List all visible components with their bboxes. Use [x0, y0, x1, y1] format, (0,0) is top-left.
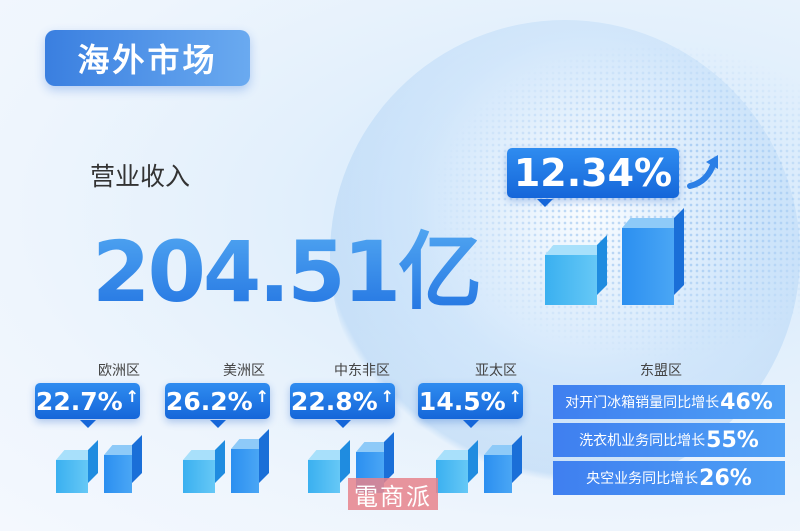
- bar-cube: [56, 440, 98, 493]
- stat-text: 洗衣机业务同比增长: [579, 433, 706, 449]
- trend-up-arrow-icon: [687, 155, 718, 189]
- watermark-logo: 電商派: [348, 478, 438, 511]
- arrow-up-icon: ↑: [380, 387, 395, 406]
- asean-stat-row: 洗衣机业务同比增长 55%: [553, 423, 785, 457]
- bar-cube: [308, 440, 350, 493]
- page-title: 海外市场: [45, 30, 250, 86]
- bar-cube-previous: [545, 235, 607, 305]
- region-growth-badge-europe: 22.7% ↑: [35, 383, 140, 428]
- region-label-europe: 欧洲区: [98, 363, 140, 379]
- bar-cube: [484, 435, 522, 493]
- region-growth-badge-apac: 14.5% ↑: [418, 383, 523, 428]
- region-label-apac: 亚太区: [475, 363, 517, 379]
- stat-value: 26%: [699, 465, 752, 491]
- stat-text: 对开门冰箱销量同比增长: [565, 395, 720, 411]
- growth-value: 22.7%: [35, 386, 123, 416]
- arrow-up-icon: ↑: [508, 387, 523, 406]
- revenue-label: 营业收入: [90, 162, 191, 191]
- revenue-value: 204.51亿: [92, 205, 482, 326]
- dotted-map-background: [430, 40, 800, 360]
- region-label-americas: 美洲区: [223, 363, 265, 379]
- stat-text: 央空业务同比增长: [586, 471, 699, 487]
- arrow-up-icon: ↑: [255, 387, 270, 406]
- asean-stat-row: 对开门冰箱销量同比增长 46%: [553, 385, 785, 419]
- bar-cube-current: [622, 208, 684, 305]
- stat-value: 55%: [706, 427, 759, 453]
- region-growth-badge-mea: 22.8% ↑: [290, 383, 395, 428]
- growth-value: 14.5%: [418, 386, 506, 416]
- growth-value: 22.8%: [290, 386, 378, 416]
- bar-cube: [231, 429, 269, 493]
- bar-cube: [183, 440, 225, 493]
- stat-value: 46%: [720, 389, 773, 415]
- region-growth-badge-americas: 26.2% ↑: [165, 383, 270, 428]
- bar-cube: [436, 440, 478, 493]
- region-label-mea: 中东非区: [334, 363, 390, 379]
- bar-cube: [104, 435, 142, 493]
- asean-stat-row: 央空业务同比增长 26%: [553, 461, 785, 495]
- revenue-growth-badge: 12.34%: [507, 148, 679, 207]
- region-label-asean: 东盟区: [640, 363, 682, 379]
- growth-value: 26.2%: [165, 386, 253, 416]
- arrow-up-icon: ↑: [125, 387, 140, 406]
